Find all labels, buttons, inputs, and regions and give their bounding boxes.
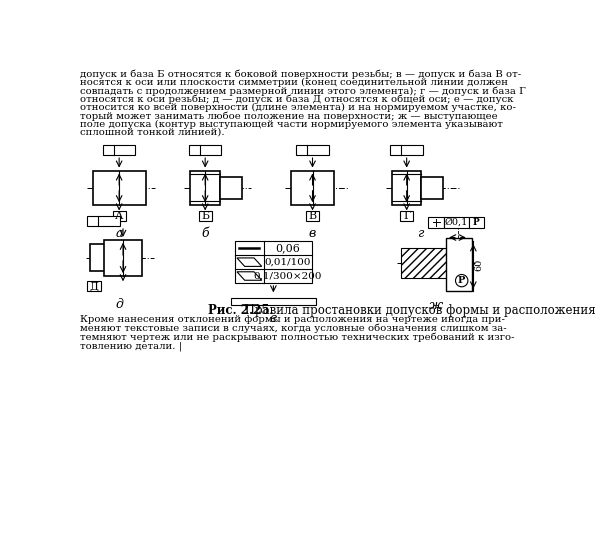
Bar bbox=[190, 171, 220, 205]
Text: 0,06: 0,06 bbox=[276, 243, 301, 253]
Bar bbox=[189, 145, 221, 155]
Text: 60: 60 bbox=[475, 259, 484, 270]
Bar bbox=[235, 241, 312, 283]
Text: относится ко всей поверхности (длине элемента) и на нормируемом участке, ко-: относится ко всей поверхности (длине эле… bbox=[79, 103, 516, 112]
Bar bbox=[296, 145, 329, 155]
Text: д: д bbox=[115, 298, 123, 311]
Text: Правила простановки допусков формы и расположения: Правила простановки допусков формы и рас… bbox=[241, 304, 596, 317]
Text: 0,1/300×200: 0,1/300×200 bbox=[254, 272, 322, 281]
Bar bbox=[291, 171, 334, 205]
Bar bbox=[90, 244, 105, 272]
Text: Г: Г bbox=[403, 211, 410, 221]
Bar bbox=[199, 211, 211, 221]
Bar bbox=[401, 248, 470, 278]
Bar bbox=[428, 217, 444, 228]
Bar bbox=[113, 211, 125, 221]
Text: допуск и база Б относятся к боковой поверхности резьбы; в — допуск и база В от-: допуск и база Б относятся к боковой пове… bbox=[79, 70, 521, 79]
Bar bbox=[392, 171, 421, 205]
Bar bbox=[400, 211, 413, 221]
Text: а: а bbox=[115, 227, 123, 240]
Bar bbox=[390, 145, 423, 155]
Bar bbox=[446, 237, 472, 292]
Text: относятся к оси резьбы; д — допуск и база Д относятся к общей оси; е — допуск: относятся к оси резьбы; д — допуск и баз… bbox=[79, 95, 513, 104]
Bar bbox=[444, 217, 468, 228]
Text: Рис. 2.25.: Рис. 2.25. bbox=[207, 304, 273, 317]
Text: Ø0,1: Ø0,1 bbox=[445, 218, 468, 227]
Text: в: в bbox=[309, 227, 316, 240]
Bar bbox=[306, 211, 319, 221]
Text: ж: ж bbox=[429, 299, 443, 312]
Bar bbox=[220, 177, 242, 199]
Text: P: P bbox=[473, 218, 480, 227]
Text: Д: Д bbox=[90, 281, 98, 292]
Text: торый может занимать любое положение на поверхности; ж — выступающее: торый может занимать любое положение на … bbox=[79, 111, 498, 121]
Text: 0,01/100: 0,01/100 bbox=[265, 257, 311, 267]
Text: носятся к оси или плоскости симметрии (конец соединительной линии должен: носятся к оси или плоскости симметрии (к… bbox=[79, 78, 508, 87]
Text: Кроме нанесения отклонений формы и расположения на чертеже иногда при-: Кроме нанесения отклонений формы и распо… bbox=[79, 314, 505, 324]
Text: меняют текстовые записи в случаях, когда условные обозначения слишком за-: меняют текстовые записи в случаях, когда… bbox=[79, 324, 506, 333]
Text: P: P bbox=[458, 276, 465, 285]
Text: сплошной тонкой линией).: сплошной тонкой линией). bbox=[79, 128, 224, 137]
Text: Б: Б bbox=[201, 211, 209, 221]
Text: б: б bbox=[201, 227, 209, 240]
Text: е: е bbox=[270, 312, 277, 325]
Text: поле допуска (контур выступающей части нормируемого элемента указывают: поле допуска (контур выступающей части н… bbox=[79, 120, 502, 128]
Text: А: А bbox=[115, 211, 124, 221]
Text: В: В bbox=[308, 211, 316, 221]
Polygon shape bbox=[237, 272, 262, 280]
Bar bbox=[468, 217, 484, 228]
Bar bbox=[87, 281, 101, 292]
Bar bbox=[103, 145, 135, 155]
Bar bbox=[93, 171, 145, 205]
Polygon shape bbox=[237, 258, 262, 267]
Text: совпадать с продолжением размерной линии этого элемента); г — допуск и база Г: совпадать с продолжением размерной линии… bbox=[79, 86, 525, 96]
Bar bbox=[231, 298, 316, 305]
Bar bbox=[421, 177, 443, 199]
Bar bbox=[104, 240, 142, 276]
Bar bbox=[87, 216, 120, 226]
Text: г: г bbox=[418, 227, 424, 240]
Text: товлению детали. |: товлению детали. | bbox=[79, 341, 182, 351]
Text: темняют чертеж или не раскрывают полностью технических требований к изго-: темняют чертеж или не раскрывают полност… bbox=[79, 332, 514, 341]
